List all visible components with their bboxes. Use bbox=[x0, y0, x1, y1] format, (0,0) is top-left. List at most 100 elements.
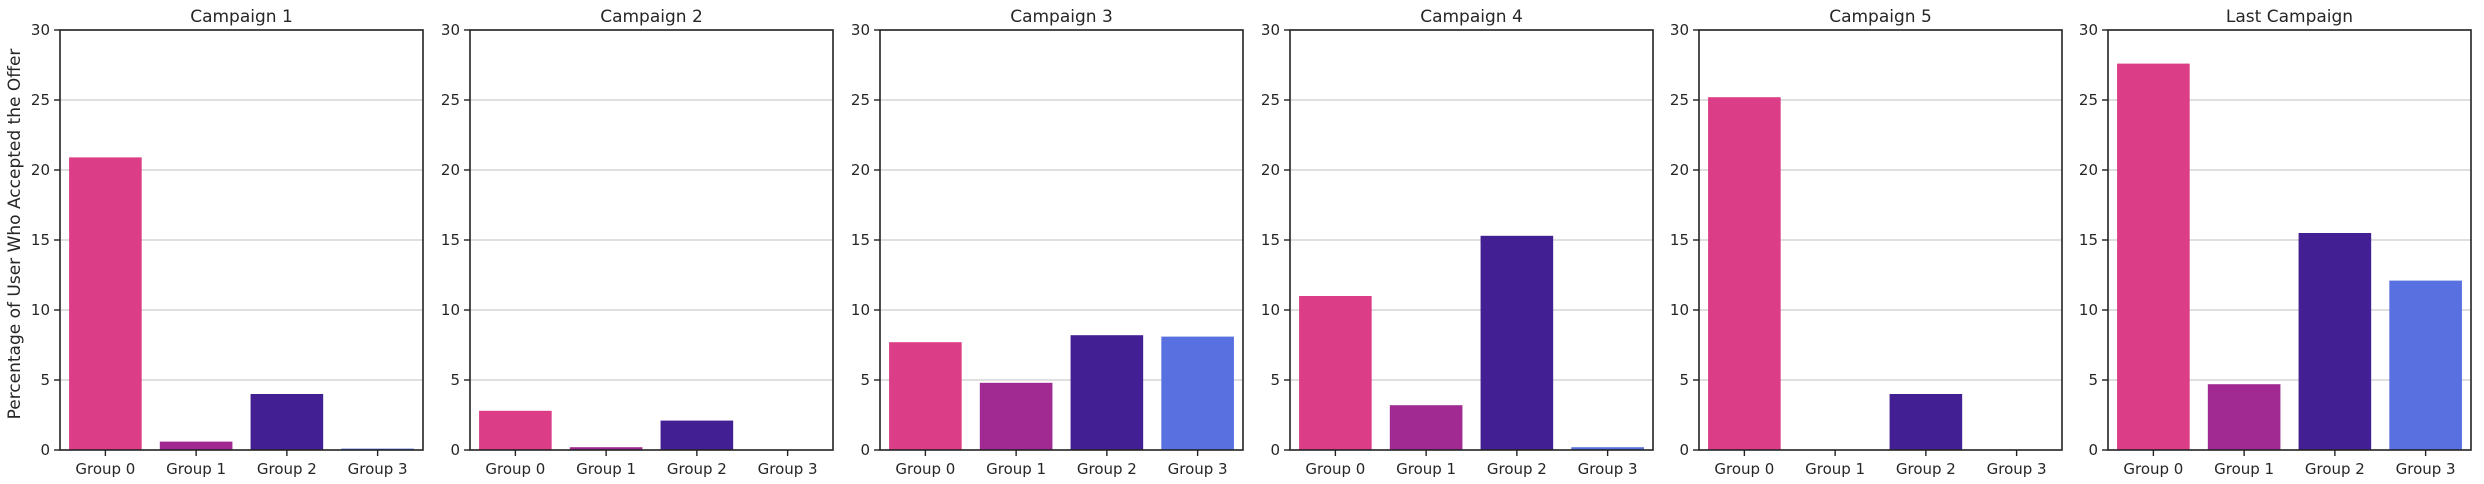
x-tick-label: Group 0 bbox=[485, 460, 545, 478]
panel-title: Last Campaign bbox=[2226, 7, 2353, 27]
bar-group-0 bbox=[1708, 97, 1781, 450]
bar-group-0 bbox=[1299, 296, 1372, 450]
x-tick-label: Group 3 bbox=[1168, 460, 1228, 478]
bar-group-2 bbox=[2298, 233, 2372, 450]
y-tick-label: 5 bbox=[450, 371, 460, 389]
y-tick-label: 25 bbox=[2079, 91, 2098, 109]
y-tick-label: 15 bbox=[2079, 231, 2098, 249]
y-tick-label: 30 bbox=[1261, 21, 1280, 39]
y-tick-label: 25 bbox=[1261, 91, 1280, 109]
x-tick-label: Group 1 bbox=[166, 460, 226, 478]
x-tick-label: Group 2 bbox=[667, 460, 727, 478]
bar-group-0 bbox=[2117, 63, 2190, 450]
y-tick-label: 0 bbox=[450, 441, 460, 459]
chart-panel: 0 5 10 15 20 25 30 Group 0 Group 1 Group 2 Group 3… bbox=[441, 7, 834, 478]
bar-group-2 bbox=[1070, 335, 1144, 450]
x-tick-label: Group 3 bbox=[1578, 460, 1638, 478]
y-tick-label: 15 bbox=[31, 231, 50, 249]
y-tick-label: 30 bbox=[2079, 21, 2098, 39]
y-tick-label: 0 bbox=[1270, 441, 1280, 459]
x-tick-label: Group 2 bbox=[1077, 460, 1137, 478]
x-tick-label: Group 0 bbox=[2123, 460, 2183, 478]
x-tick-label: Group 3 bbox=[1987, 460, 2047, 478]
y-tick-label: 25 bbox=[441, 91, 460, 109]
bar-group-3 bbox=[2389, 280, 2462, 450]
y-tick-label: 0 bbox=[1679, 441, 1689, 459]
bar-group-0 bbox=[479, 410, 552, 450]
y-tick-label: 5 bbox=[1270, 371, 1280, 389]
x-tick-label: Group 3 bbox=[758, 460, 818, 478]
x-tick-label: Group 2 bbox=[1487, 460, 1547, 478]
y-tick-label: 15 bbox=[441, 231, 460, 249]
x-tick-label: Group 1 bbox=[576, 460, 636, 478]
bar-group-3 bbox=[1161, 336, 1234, 450]
x-tick-label: Group 0 bbox=[1305, 460, 1365, 478]
x-tick-label: Group 1 bbox=[1805, 460, 1865, 478]
y-tick-label: 0 bbox=[860, 441, 870, 459]
y-tick-label: 5 bbox=[1679, 371, 1689, 389]
x-tick-label: Group 3 bbox=[348, 460, 408, 478]
x-tick-label: Group 2 bbox=[257, 460, 317, 478]
y-tick-label: 5 bbox=[40, 371, 50, 389]
bar-group-2 bbox=[250, 394, 324, 450]
y-tick-label: 10 bbox=[1670, 301, 1689, 319]
bar-group-2 bbox=[1889, 394, 1963, 450]
chart-panel: 0 5 10 15 20 25 30 Group 0 Group 1 Group 2 Group 3… bbox=[2079, 7, 2472, 478]
y-tick-label: 10 bbox=[31, 301, 50, 319]
y-tick-label: 25 bbox=[31, 91, 50, 109]
y-tick-label: 20 bbox=[1670, 161, 1689, 179]
y-tick-label: 20 bbox=[31, 161, 50, 179]
panel-title: Campaign 2 bbox=[600, 7, 703, 27]
y-tick-label: 20 bbox=[851, 161, 870, 179]
chart-panels: 0 5 10 15 20 25 30 Group 0 Group 1 Group 2 Group 3… bbox=[31, 7, 2472, 478]
x-tick-label: Group 1 bbox=[1396, 460, 1456, 478]
x-tick-label: Group 1 bbox=[2214, 460, 2274, 478]
x-tick-label: Group 0 bbox=[1714, 460, 1774, 478]
y-tick-label: 15 bbox=[1261, 231, 1280, 249]
bar-group-1 bbox=[1389, 405, 1463, 450]
x-tick-label: Group 2 bbox=[2305, 460, 2365, 478]
panel-title: Campaign 4 bbox=[1420, 7, 1523, 27]
panel-title: Campaign 3 bbox=[1010, 7, 1113, 27]
y-tick-label: 25 bbox=[1670, 91, 1689, 109]
chart-panel: 0 5 10 15 20 25 30 Group 0 Group 1 Group 2 Group 3… bbox=[851, 7, 1244, 478]
bar-group-1 bbox=[979, 382, 1053, 450]
bar-group-2 bbox=[660, 420, 734, 450]
x-tick-label: Group 2 bbox=[1896, 460, 1956, 478]
y-tick-label: 15 bbox=[851, 231, 870, 249]
y-tick-label: 30 bbox=[1670, 21, 1689, 39]
y-tick-label: 10 bbox=[441, 301, 460, 319]
y-tick-label: 20 bbox=[441, 161, 460, 179]
chart-panel: 0 5 10 15 20 25 30 Group 0 Group 1 Group 2 Group 3… bbox=[1670, 7, 2063, 478]
bar-group-0 bbox=[69, 157, 142, 450]
y-tick-label: 20 bbox=[2079, 161, 2098, 179]
x-tick-label: Group 3 bbox=[2396, 460, 2456, 478]
x-tick-label: Group 1 bbox=[986, 460, 1046, 478]
bar-group-2 bbox=[1480, 235, 1554, 450]
panel-title: Campaign 1 bbox=[190, 7, 293, 27]
y-tick-label: 30 bbox=[851, 21, 870, 39]
bar-group-1 bbox=[159, 441, 233, 450]
y-tick-label: 5 bbox=[860, 371, 870, 389]
y-tick-label: 30 bbox=[31, 21, 50, 39]
y-tick-label: 10 bbox=[851, 301, 870, 319]
y-axis-label: Percentage of User Who Accepted the Offe… bbox=[5, 49, 25, 420]
y-tick-label: 25 bbox=[851, 91, 870, 109]
chart-panel: 0 5 10 15 20 25 30 Group 0 Group 1 Group 2 Group 3… bbox=[31, 7, 424, 478]
bar-group-1 bbox=[2207, 384, 2281, 450]
x-tick-label: Group 0 bbox=[895, 460, 955, 478]
y-tick-label: 0 bbox=[2088, 441, 2098, 459]
y-tick-label: 5 bbox=[2088, 371, 2098, 389]
panel-title: Campaign 5 bbox=[1829, 7, 1932, 27]
y-tick-label: 10 bbox=[1261, 301, 1280, 319]
chart-panel: 0 5 10 15 20 25 30 Group 0 Group 1 Group 2 Group 3… bbox=[1261, 7, 1654, 478]
y-tick-label: 10 bbox=[2079, 301, 2098, 319]
y-tick-label: 30 bbox=[441, 21, 460, 39]
y-tick-label: 0 bbox=[40, 441, 50, 459]
bar-group-3 bbox=[1571, 447, 1644, 450]
y-tick-label: 20 bbox=[1261, 161, 1280, 179]
x-tick-label: Group 0 bbox=[75, 460, 135, 478]
y-tick-label: 15 bbox=[1670, 231, 1689, 249]
bar-group-1 bbox=[569, 447, 643, 450]
